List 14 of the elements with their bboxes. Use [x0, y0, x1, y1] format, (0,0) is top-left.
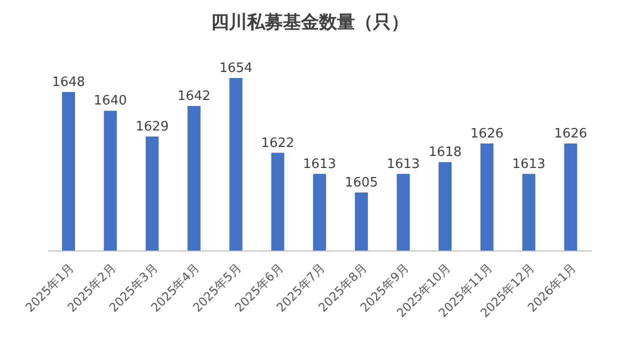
data-label: 1654	[219, 61, 252, 76]
data-label: 1622	[261, 136, 294, 151]
data-label: 1613	[303, 156, 336, 172]
data-label: 1642	[177, 89, 211, 104]
chart-title: 四川私募基金数量（只）	[210, 11, 410, 35]
data-label: 1640	[94, 94, 127, 109]
data-label: 1613	[386, 156, 420, 172]
data-label: 1613	[512, 156, 546, 172]
data-label: 1618	[428, 145, 462, 160]
data-label: 1626	[470, 126, 504, 142]
data-label: 1629	[136, 119, 169, 134]
data-label: 1648	[52, 75, 86, 90]
data-label: 1626	[554, 126, 588, 142]
data-label: 1605	[344, 176, 378, 191]
